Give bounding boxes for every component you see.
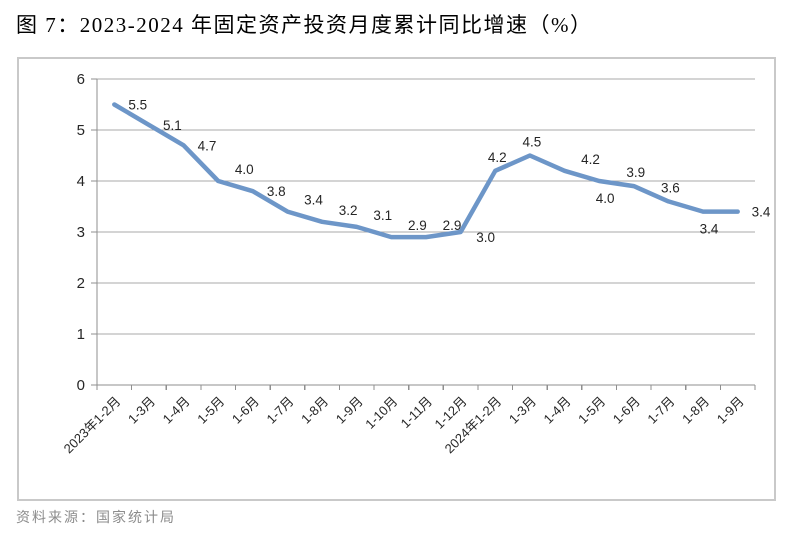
data-point-label: 3.0 [476,230,495,245]
data-point-label: 3.4 [304,193,323,208]
x-axis-label: 1-4月 [541,394,574,427]
data-point-label: 4.2 [488,150,507,165]
data-point-label: 4.0 [596,191,615,206]
y-axis-label: 3 [77,224,85,241]
x-axis-label: 1-10月 [362,394,400,432]
x-axis-label: 1-8月 [679,394,712,427]
x-axis-label: 1-9月 [333,394,366,427]
y-axis-label: 1 [77,326,85,343]
chart-title: 图 7：2023-2024 年固定资产投资月度累计同比增速（%） [16,13,593,37]
x-axis-label: 1-6月 [610,394,643,427]
x-axis-label: 1-5月 [575,394,608,427]
data-point-label: 4.2 [581,152,600,167]
data-point-label: 2.9 [443,218,462,233]
data-point-label: 3.6 [661,180,680,195]
y-axis-label: 2 [77,275,85,292]
x-axis-label: 1-3月 [506,394,539,427]
x-axis-label: 1-4月 [160,394,193,427]
data-point-label: 3.2 [339,203,358,218]
y-axis-label: 6 [77,71,85,88]
data-point-label: 3.9 [626,165,645,180]
chart-container: 0 1 2 3 4 5 6 2023年1-2月 1-3月 1-4月 1-5月 1-6月 1-7月 1-8月… [17,57,776,501]
x-axis-label: 1-7月 [264,394,297,427]
x-axis-label: 1-7月 [644,394,677,427]
data-point-label: 5.1 [163,118,182,133]
x-axis-label: 1-11月 [398,394,436,432]
data-point-label: 5.5 [128,98,147,113]
y-axis-label: 0 [77,377,85,394]
y-axis-label: 4 [77,173,85,190]
data-point-label: 3.4 [700,222,719,237]
x-axis-label: 1-8月 [298,394,331,427]
chart-source: 资料来源：国家统计局 [16,511,176,526]
data-point-label: 2.9 [408,218,427,233]
x-axis-label: 1-6月 [229,394,262,427]
data-point-label: 4.5 [523,135,542,150]
data-point-label: 4.0 [235,162,254,177]
series-line [112,102,740,240]
x-axis-label: 1-5月 [194,394,227,427]
data-point-label: 3.1 [373,208,392,223]
x-axis-label: 1-9月 [714,394,747,427]
x-axis-label: 2023年1-2月 [61,394,124,457]
data-point-label: 3.8 [267,184,286,199]
x-axis-label: 1-3月 [125,394,158,427]
y-axis-label: 5 [77,122,85,139]
data-point-label: 3.4 [752,205,771,220]
data-point-label: 4.7 [198,138,217,153]
